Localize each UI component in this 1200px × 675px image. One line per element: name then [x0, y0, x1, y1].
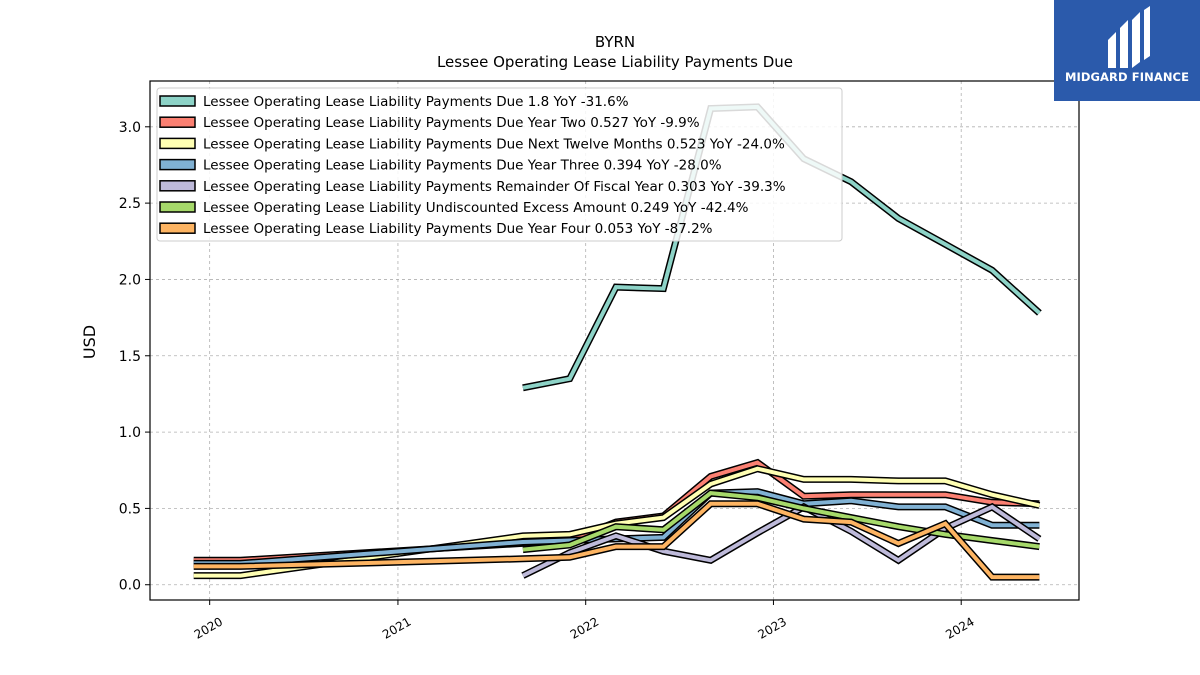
y-axis: 0.0 0.5 1.0 1.5 2.0 2.5 3.0: [119, 120, 150, 594]
chart-subtitle: Lessee Operating Lease Liability Payment…: [437, 53, 793, 71]
legend: Lessee Operating Lease Liability Payment…: [156, 87, 843, 242]
legend-swatch: [159, 222, 196, 234]
y-tick-label: 1.0: [119, 425, 141, 441]
legend-label: Lessee Operating Lease Liability Payment…: [203, 158, 722, 174]
x-tick-label: 2021: [380, 614, 413, 641]
y-axis-label: USD: [80, 325, 99, 359]
legend-swatch: [159, 137, 196, 150]
y-tick-label: 1.5: [119, 349, 141, 365]
legend-label: Lessee Operating Lease Liability Payment…: [203, 115, 700, 131]
series-line-5: [522, 504, 1041, 578]
x-tick-label: 2020: [192, 614, 225, 641]
series-line-3: [193, 466, 1040, 578]
x-axis: 2020 2021 2022 2023 2024: [192, 600, 977, 642]
y-tick-label: 3.0: [119, 120, 141, 136]
legend-box: [156, 87, 843, 242]
x-tick-label: 2022: [568, 614, 601, 641]
y-tick-label: 0.5: [119, 501, 141, 517]
y-tick-label: 2.5: [119, 196, 141, 212]
x-tick-label: 2023: [755, 614, 788, 641]
legend-swatch: [159, 201, 196, 213]
y-tick-label: 0.0: [119, 578, 141, 594]
plot-frame: [149, 80, 1080, 601]
legend-swatch: [159, 95, 196, 107]
legend-swatch: [159, 180, 196, 192]
logo-mark-icon: [1108, 6, 1150, 68]
y-tick-label: 2.0: [119, 272, 141, 288]
legend-label: Lessee Operating Lease Liability Payment…: [203, 136, 785, 152]
legend-label: Lessee Operating Lease Liability Payment…: [203, 94, 629, 110]
legend-swatch: [159, 116, 196, 128]
chart-title: BYRN: [595, 33, 635, 51]
legend-swatch: [159, 158, 196, 171]
logo-text: MIDGARD FINANCE: [1064, 70, 1190, 84]
x-tick-label: 2024: [943, 614, 976, 641]
midgard-finance-logo: MIDGARD FINANCE: [1054, 0, 1200, 101]
series-line-7: [193, 501, 1040, 580]
legend-label: Lessee Operating Lease Liability Payment…: [203, 179, 786, 195]
legend-label: Lessee Operating Lease Liability Undisco…: [203, 200, 749, 216]
legend-label: Lessee Operating Lease Liability Payment…: [203, 221, 713, 237]
